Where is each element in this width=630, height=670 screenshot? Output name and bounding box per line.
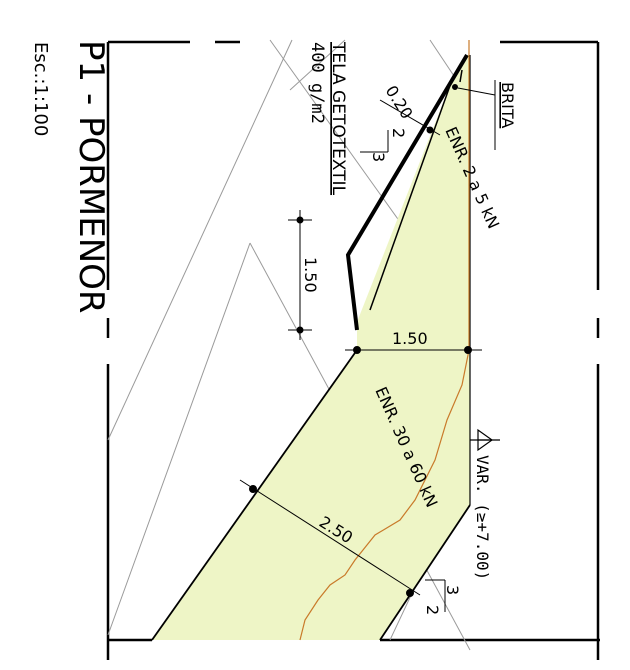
upper-slope-rise: 3: [369, 152, 388, 162]
upper-slope-run: 2: [389, 128, 408, 138]
height-dimension-label: 1.50: [301, 257, 320, 293]
lower-slope-icon: [425, 579, 446, 612]
ground-line: [299, 40, 470, 641]
fill-regions: [152, 55, 470, 640]
lower-slope-rise: 2: [423, 605, 442, 615]
embankment-outline: [151, 53, 471, 641]
page-title: P1 - PORMENOR: [71, 40, 111, 314]
width-dimension: [345, 346, 482, 354]
scale-label: Esc.:1:100: [30, 42, 51, 136]
lower-slope-run: 3: [443, 585, 462, 595]
upper-fill-region: [357, 55, 470, 350]
upper-slope-icon: [360, 130, 389, 153]
width-dimension-label: 1.50: [392, 329, 428, 348]
thickness-label: 0.20: [382, 82, 417, 122]
water-level-label: VAR. (≥+7.00): [473, 455, 492, 580]
geotextile-weight-label: 400 g/m2: [307, 42, 327, 124]
geotextile-label: TELA GETOTEXTIL: [328, 41, 348, 196]
geotextile-line: [345, 53, 469, 331]
height-dimension: [288, 210, 312, 340]
thickness-dimension: [379, 84, 458, 136]
triangle-down-icon: [470, 428, 500, 452]
lower-fill-region: [152, 350, 470, 640]
brita-label: BRITA: [498, 82, 517, 128]
border-frame: [106, 40, 600, 660]
lower-dimension: [239, 479, 421, 597]
brita-leader: [457, 80, 496, 150]
